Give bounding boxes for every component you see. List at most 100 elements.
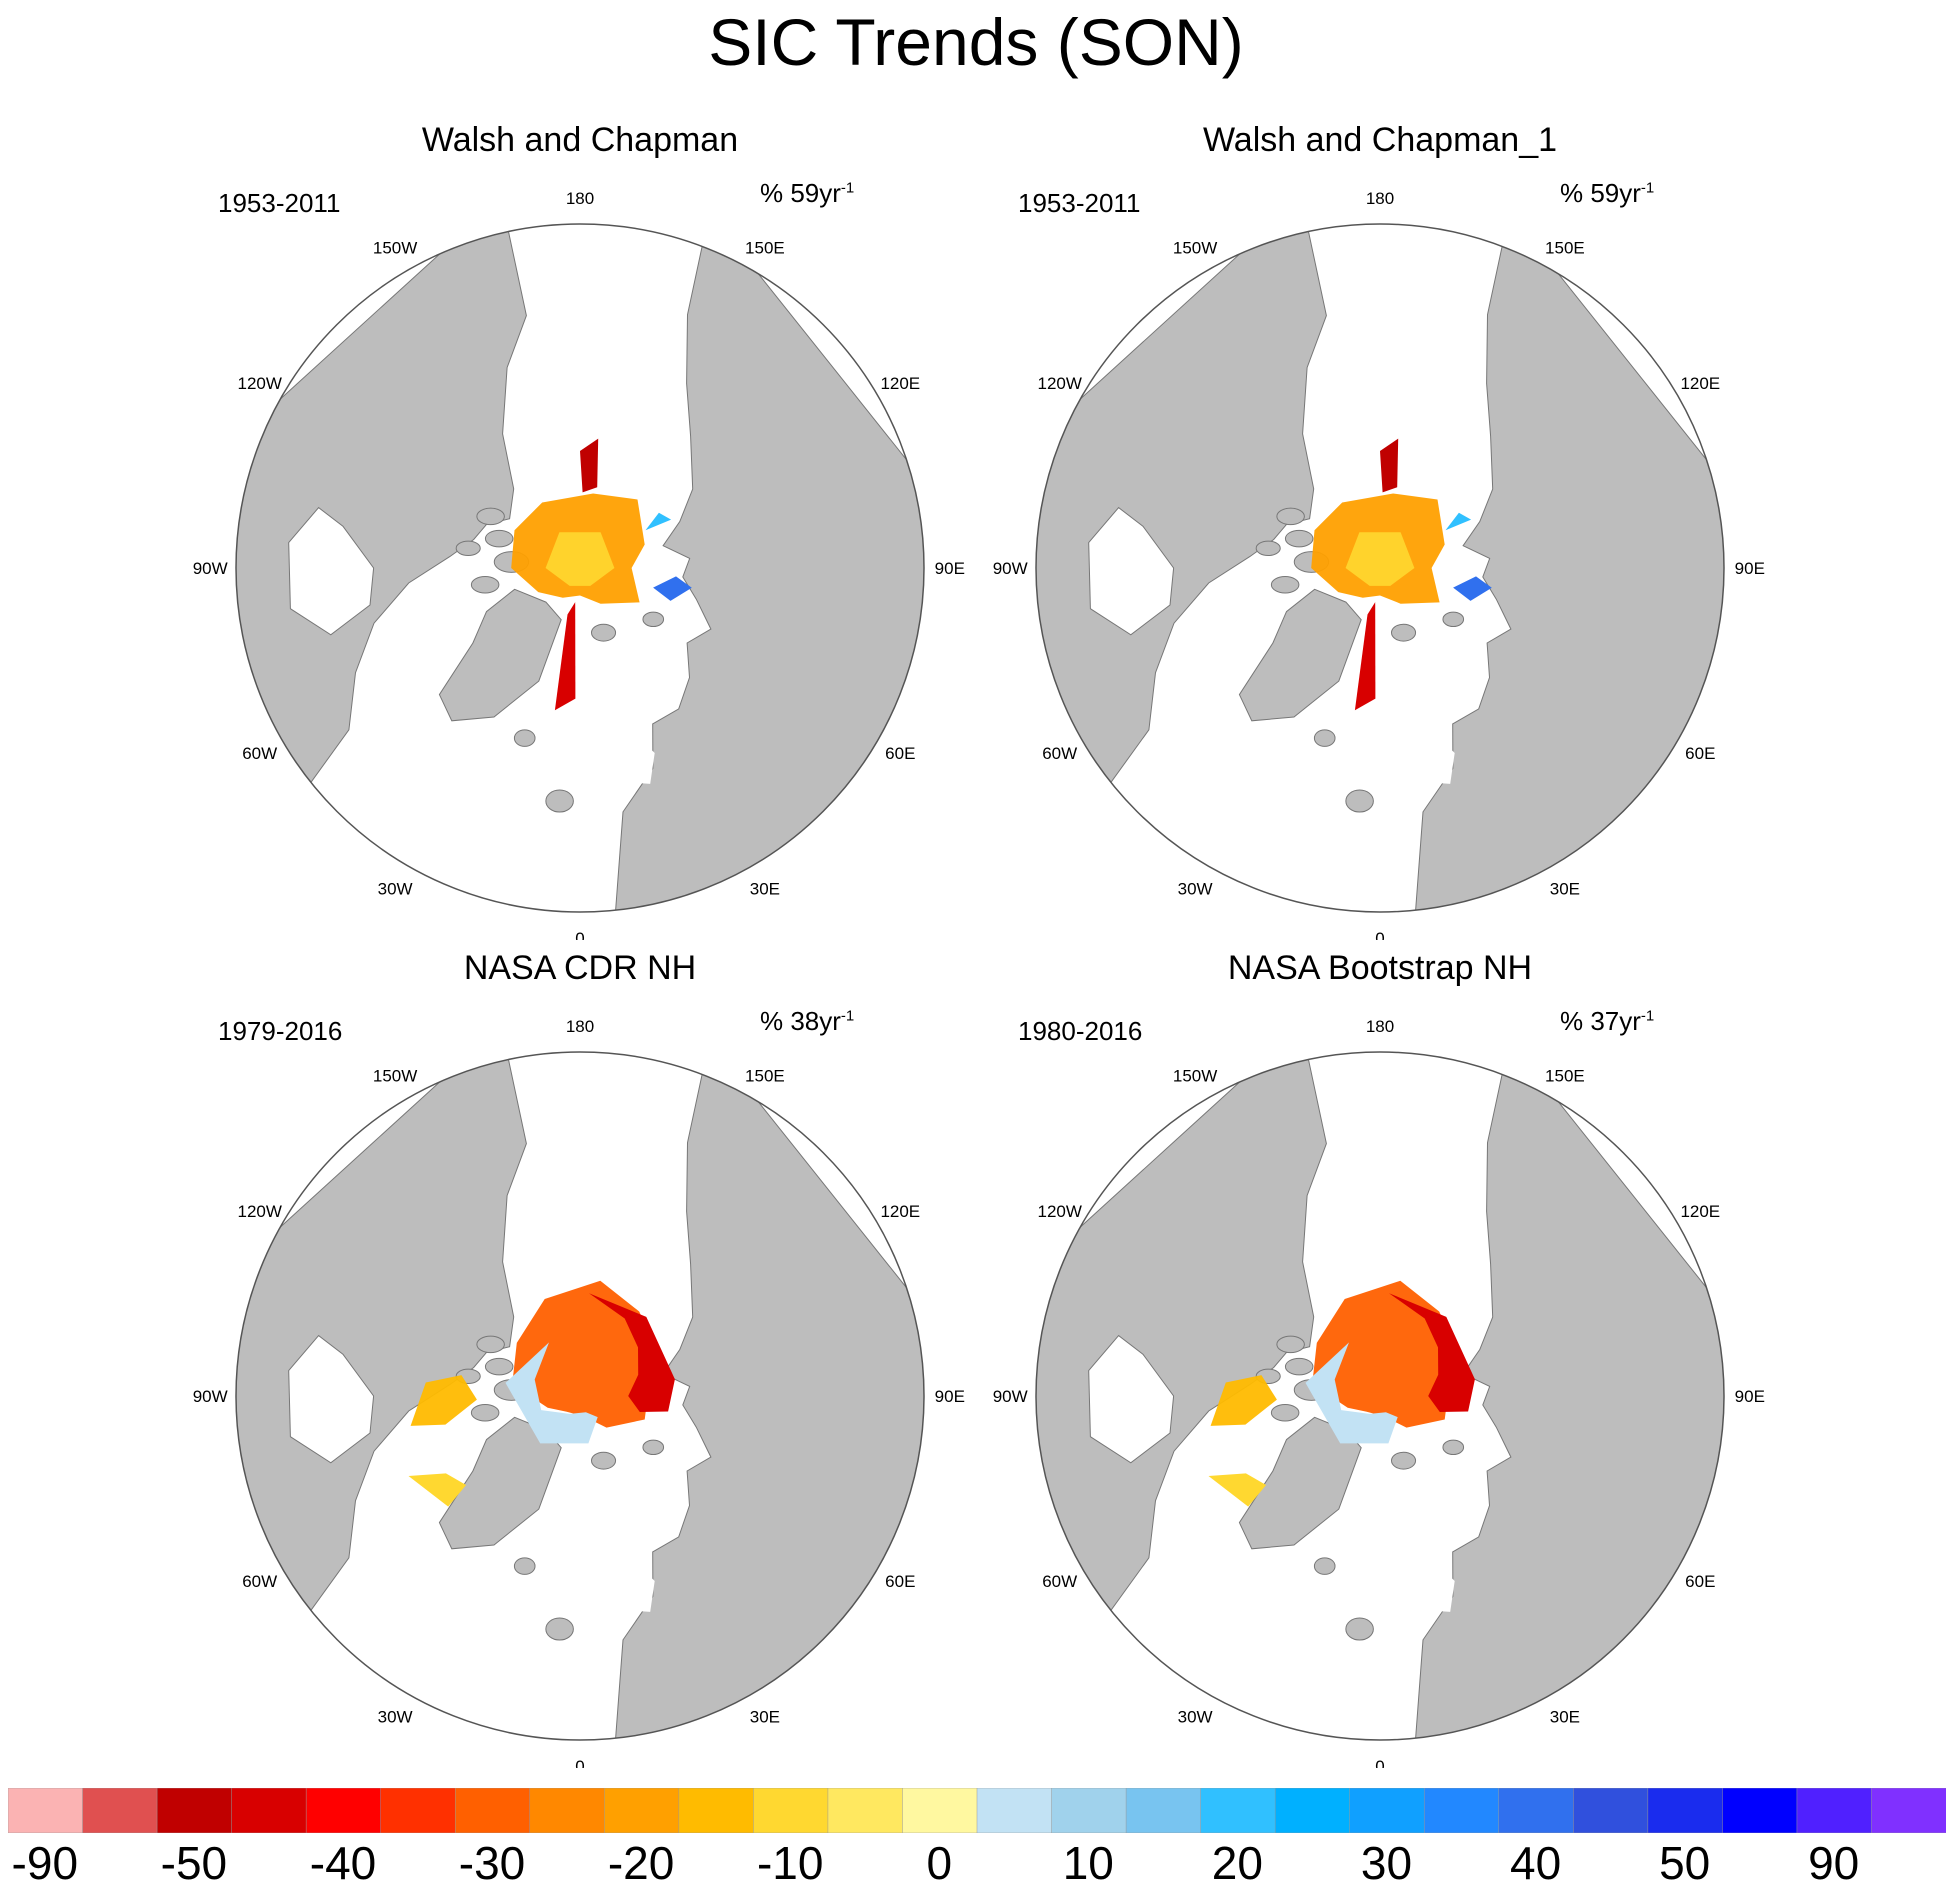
landmass-greenland	[1238, 588, 1362, 722]
longitude-label: 30W	[1178, 1707, 1213, 1726]
polar-map: 180 150E 120E 90E 60E 30E 0 30W 60W 90W 120W 150W	[193, 189, 965, 940]
colorbar-swatch	[827, 1788, 904, 1833]
longitude-label: 0	[1375, 929, 1384, 940]
colorbar-swatch	[678, 1788, 755, 1833]
longitude-label: 120W	[1037, 1202, 1081, 1221]
period-label: 1953-2011	[218, 188, 341, 218]
colorbar-swatch	[1274, 1788, 1351, 1833]
longitude-label: 0	[575, 1757, 584, 1768]
longitude-label: 120W	[237, 1202, 281, 1221]
colorbar-swatch	[529, 1788, 606, 1833]
colorbar-swatch	[976, 1788, 1053, 1833]
colorbar-swatch	[1573, 1788, 1649, 1833]
longitude-label: 180	[1366, 1017, 1394, 1036]
colorbar-swatch	[1498, 1788, 1575, 1833]
longitude-label: 150E	[1545, 1067, 1585, 1086]
colorbar-tick-label: -50	[160, 1837, 228, 1889]
longitude-label: 90E	[935, 559, 965, 578]
map-boundary	[235, 1051, 925, 1741]
longitude-label: 60W	[242, 1572, 277, 1591]
longitude-label: 0	[575, 929, 584, 940]
longitude-label: 180	[1366, 189, 1394, 208]
colorbar-tick-label: -30	[458, 1837, 526, 1889]
units-text: % 59yr	[1560, 178, 1641, 208]
longitude-label: 60E	[1685, 744, 1715, 763]
longitude-label: 150W	[373, 239, 417, 258]
colorbar-tick-label: 20	[1211, 1837, 1263, 1889]
longitude-label: 90W	[993, 1387, 1028, 1406]
longitude-label: 120E	[880, 374, 920, 393]
map-panel-cdr: NASA CDR NH 1979-2016 % 38yr-1 180 150E 120E 9…	[180, 948, 980, 1768]
map-boundary	[235, 223, 925, 913]
panel-title: Walsh and Chapman	[421, 121, 739, 159]
colorbar-swatch	[1200, 1788, 1276, 1833]
units-text: % 37yr	[1560, 1006, 1641, 1036]
colorbar-swatch	[454, 1788, 531, 1833]
sic-trend-field	[408, 1280, 675, 1507]
units-label: % 37yr-1	[1560, 1006, 1654, 1037]
colorbar-swatch	[305, 1788, 382, 1833]
colorbar-tick-label: -20	[607, 1837, 675, 1889]
longitude-label: 30E	[750, 1707, 780, 1726]
colorbar-swatch	[902, 1788, 978, 1833]
longitude-label: 60W	[1042, 744, 1077, 763]
longitude-label: 30E	[1550, 1707, 1580, 1726]
longitude-label: 60W	[242, 744, 277, 763]
longitude-label: 180	[566, 1017, 594, 1036]
colorbar-swatch	[156, 1788, 233, 1833]
longitude-label: 150W	[373, 1067, 417, 1086]
longitude-label: 120W	[1037, 374, 1081, 393]
longitude-label: 60W	[1042, 1572, 1077, 1591]
panel-title: NASA CDR NH	[463, 949, 697, 987]
colorbar-tick-label: -40	[309, 1837, 377, 1889]
map-boundary	[1035, 1051, 1725, 1741]
units-exponent: -1	[1640, 1007, 1655, 1025]
colorbar-swatch	[380, 1788, 456, 1833]
period-label: 1980-2016	[1018, 1016, 1143, 1046]
longitude-label: 120E	[1680, 1202, 1720, 1221]
colorbar-tick-label: 90	[1808, 1837, 1860, 1889]
colorbar-tick-label: -90	[11, 1837, 79, 1889]
longitude-label: 150E	[745, 239, 785, 258]
units-exponent: -1	[1640, 179, 1655, 197]
units-label: % 38yr-1	[760, 1006, 854, 1037]
colorbar-swatch	[231, 1788, 307, 1833]
colorbar-swatch	[753, 1788, 829, 1833]
units-label: % 59yr-1	[1560, 178, 1654, 209]
colorbar-swatch	[1423, 1788, 1500, 1833]
period-label: 1979-2016	[218, 1016, 343, 1046]
colorbar-tick-label: -10	[756, 1837, 824, 1889]
colorbar-tick-label: 0	[926, 1837, 953, 1889]
map-panel-walsh1: Walsh and Chapman_1 1953-2011% 59yr-1 180 1…	[980, 120, 1780, 940]
polar-map: 180 150E 120E 90E 60E 30E 0 30W 60W 90W 120W 150W	[193, 1017, 965, 1768]
panel-title: Walsh and Chapman_1	[1202, 121, 1558, 159]
sic-trend-field	[511, 438, 692, 711]
longitude-label: 0	[1375, 1757, 1384, 1768]
longitude-label: 60E	[885, 744, 915, 763]
longitude-label: 90E	[1735, 1387, 1765, 1406]
longitude-label: 90W	[993, 559, 1028, 578]
longitude-label: 150E	[1545, 239, 1585, 258]
units-exponent: -1	[840, 1007, 855, 1025]
map-boundary	[1035, 223, 1725, 913]
longitude-label: 120E	[880, 1202, 920, 1221]
colorbar	[8, 1788, 1946, 1833]
longitude-label: 180	[566, 189, 594, 208]
colorbar-tick-label: 40	[1510, 1837, 1562, 1889]
panel-title: NASA Bootstrap NH	[1227, 949, 1533, 987]
colorbar-swatch	[1871, 1788, 1946, 1833]
colorbar-swatch	[82, 1788, 158, 1833]
sic-trend-field	[1208, 1280, 1475, 1507]
colorbar-tick-label: 30	[1360, 1837, 1413, 1889]
longitude-label: 120E	[1680, 374, 1720, 393]
colorbar-swatch	[1647, 1788, 1724, 1833]
colorbar-swatch	[8, 1788, 84, 1833]
longitude-label: 30E	[1550, 879, 1580, 898]
longitude-label: 30W	[378, 1707, 413, 1726]
colorbar-swatch	[604, 1788, 680, 1833]
polar-map: 180 150E 120E 90E 60E 30E 0 30W 60W 90W 120W 150W	[993, 189, 1765, 940]
sic-trend-field	[1311, 438, 1492, 711]
units-label: % 59yr-1	[760, 178, 854, 209]
longitude-label: 90W	[193, 1387, 228, 1406]
colorbar-swatch	[1125, 1788, 1202, 1833]
